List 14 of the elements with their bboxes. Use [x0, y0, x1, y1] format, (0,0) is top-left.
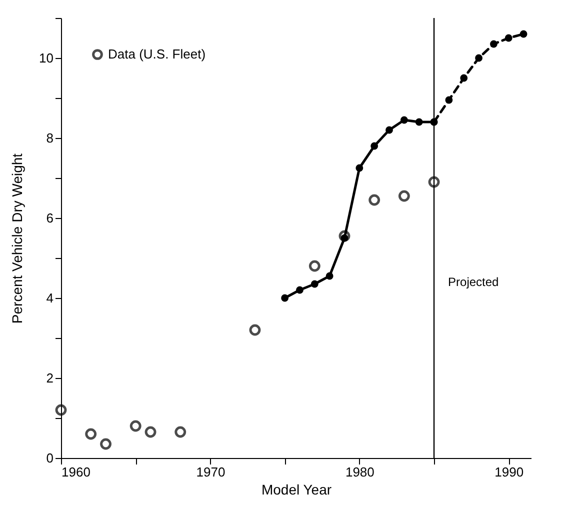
- x-tick-label: 1960: [62, 464, 90, 480]
- y-tick-label: 0: [46, 450, 54, 466]
- x-axis-title: Model Year: [261, 482, 332, 498]
- y-tick-label: 4: [46, 290, 54, 306]
- y-axis-title: Percent Vehicle Dry Weight: [9, 153, 26, 324]
- y-tick-label: 8: [46, 130, 54, 146]
- x-tick-label: 1990: [494, 464, 524, 480]
- ref-line-label: Projected: [448, 275, 499, 289]
- y-tick-label: 2: [46, 370, 54, 386]
- legend-label: Data (U.S. Fleet): [108, 46, 206, 62]
- y-tick-label: 10: [39, 50, 54, 66]
- x-tick-label: 1980: [345, 464, 374, 480]
- x-tick-label: 1970: [196, 464, 226, 480]
- y-tick-label: 6: [46, 210, 54, 226]
